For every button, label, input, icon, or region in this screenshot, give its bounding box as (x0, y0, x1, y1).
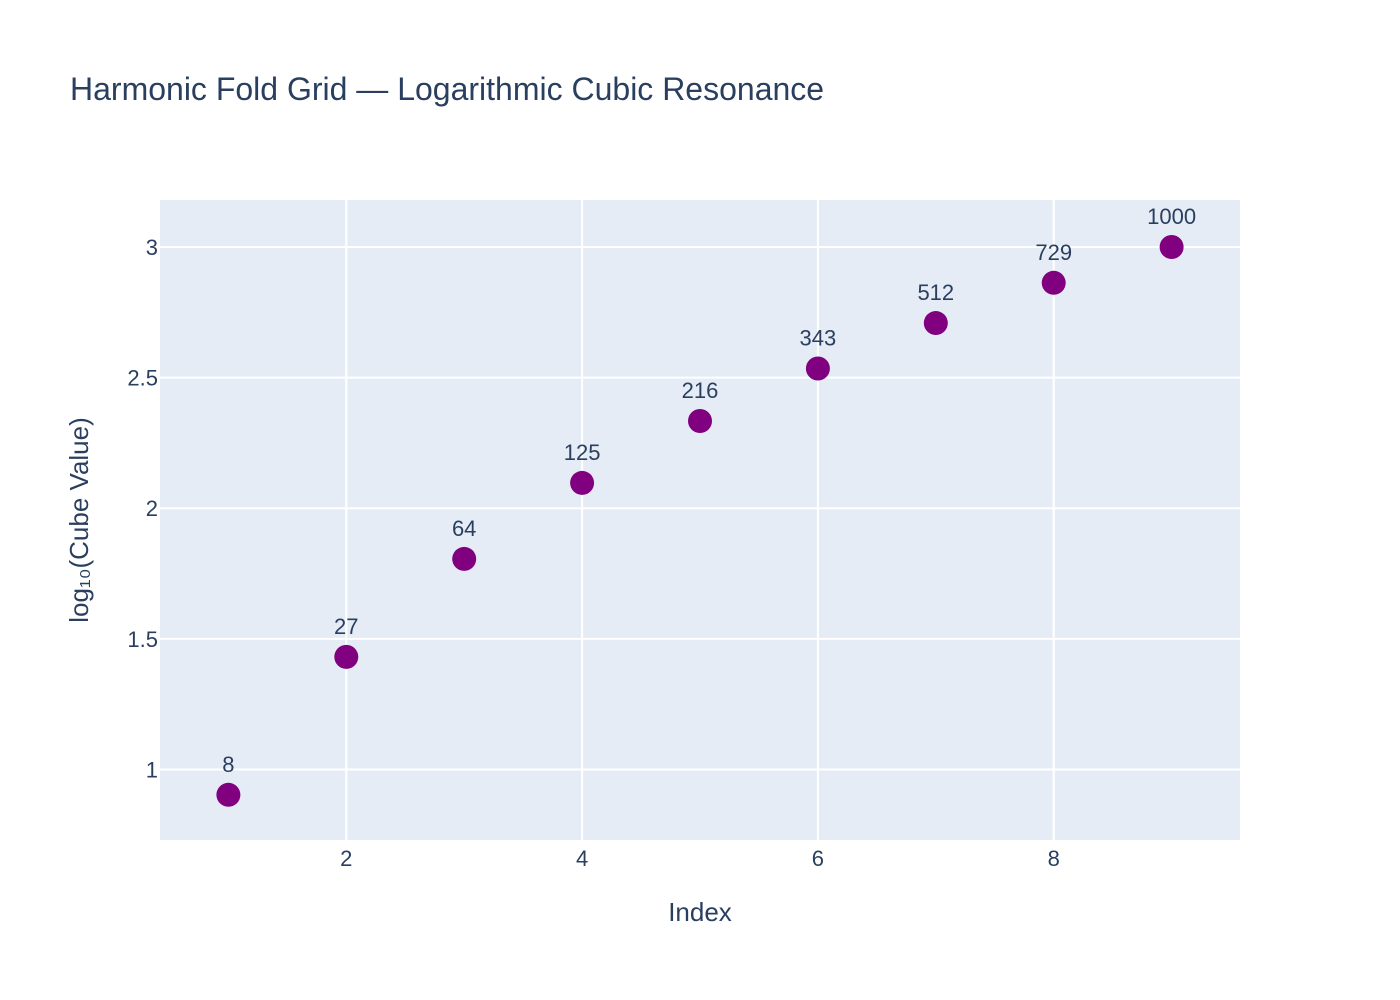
data-label: 125 (564, 440, 601, 465)
x-tick-label: 8 (1048, 846, 1060, 871)
data-point (923, 311, 948, 336)
y-tick-label: 1.5 (127, 627, 158, 652)
data-point (452, 546, 477, 571)
chart-title: Harmonic Fold Grid — Logarithmic Cubic R… (70, 71, 824, 107)
data-label: 216 (682, 378, 719, 403)
grid-lines (160, 200, 1240, 840)
data-label: 64 (452, 516, 476, 541)
x-tick-label: 6 (812, 846, 824, 871)
data-point (570, 470, 595, 495)
x-axis-ticks: 2 4 6 8 (340, 846, 1060, 871)
data-label: 1000 (1147, 204, 1196, 229)
data-label: 27 (334, 614, 358, 639)
data-label: 512 (917, 280, 954, 305)
data-points (216, 235, 1184, 807)
data-point (216, 782, 241, 807)
data-point (805, 356, 830, 381)
y-tick-label: 2.5 (127, 366, 158, 391)
data-label: 8 (222, 752, 234, 777)
x-tick-label: 4 (576, 846, 588, 871)
y-axis-title: log₁₀(Cube Value) (64, 417, 94, 623)
y-tick-label: 2 (146, 496, 158, 521)
y-tick-label: 1 (146, 757, 158, 782)
data-point (1041, 270, 1066, 295)
plot-area (160, 200, 1240, 840)
x-axis-title: Index (668, 897, 732, 927)
data-label: 343 (800, 325, 837, 350)
y-axis-ticks: 1 1.5 2 2.5 3 (127, 235, 158, 782)
y-tick-label: 3 (146, 235, 158, 260)
data-label: 729 (1035, 240, 1072, 265)
data-point (1159, 235, 1184, 260)
data-point (688, 408, 712, 433)
data-point (334, 644, 359, 669)
data-labels: 8 27 64 125 216 343 512 729 1000 (222, 204, 1196, 777)
x-tick-label: 2 (340, 846, 352, 871)
